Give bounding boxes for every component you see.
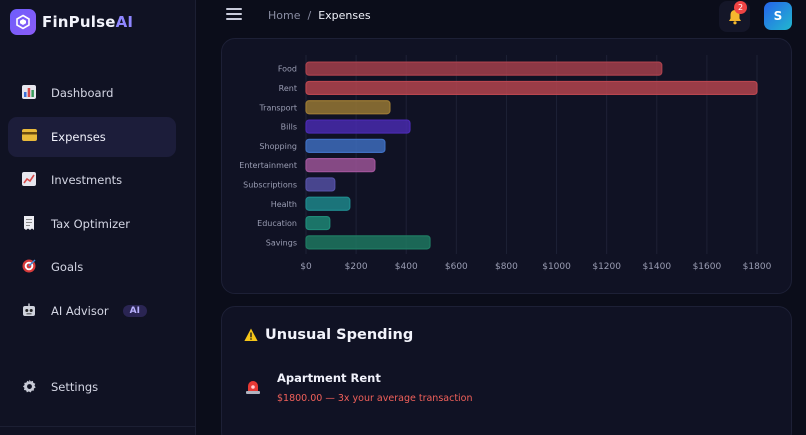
bar: [305, 80, 758, 96]
expenses-bar-chart: $0 $200 $400 $600 $800 $1000 $1200 $1400 $1600 $1…: [239, 55, 772, 272]
sidebar-item-tax-optimizer[interactable]: Tax Optimizer: [8, 204, 176, 244]
y-category-label: Food: [278, 65, 297, 74]
notification-badge: 2: [734, 1, 747, 14]
sidebar-item-label: Tax Optimizer: [51, 216, 130, 231]
sidebar-nav: Dashboard Expenses Investments Tax Optim…: [8, 73, 176, 335]
top-header: Home / Expenses 2 S: [196, 0, 806, 34]
y-category-label: Subscriptions: [243, 180, 297, 189]
bar: [305, 215, 331, 231]
sidebar-item-goals[interactable]: Goals: [8, 247, 176, 287]
x-tick-label: $400: [395, 262, 418, 272]
sidebar-item-label: Dashboard: [51, 86, 114, 100]
sidebar-item-ai-advisor[interactable]: AI Advisor AI: [8, 291, 176, 331]
y-category-label: Savings: [266, 238, 297, 247]
receipt-icon: [21, 215, 37, 232]
sidebar-item-expenses[interactable]: Expenses: [8, 116, 176, 157]
robot-icon: [21, 303, 37, 319]
sidebar-item-settings[interactable]: Settings: [21, 379, 98, 395]
alert-description: $1800.00 — 3x your average transaction: [277, 393, 473, 404]
sidebar-item-label: Expenses: [51, 129, 106, 144]
y-category-label: Shopping: [259, 142, 297, 151]
breadcrumb-current: Expenses: [318, 9, 371, 22]
y-category-label: Education: [257, 219, 297, 228]
bar: [305, 196, 351, 211]
warning-icon: [244, 328, 258, 341]
brand[interactable]: FinPulseAI: [10, 9, 133, 35]
sidebar-item-label: Goals: [51, 260, 84, 275]
sidebar-item-label: AI Advisor: [51, 303, 109, 318]
siren-icon: [246, 381, 260, 394]
y-category-label: Rent: [279, 84, 297, 93]
ai-badge: AI: [122, 304, 147, 317]
menu-icon[interactable]: [226, 8, 242, 22]
unusual-alert-item[interactable]: Apartment Rent $1800.00 — 3x your averag…: [244, 371, 473, 404]
bar: [305, 235, 431, 250]
logo-icon: [10, 9, 36, 35]
bar: [305, 177, 336, 192]
bar: [305, 119, 411, 134]
x-tick-label: $0: [300, 262, 312, 272]
x-tick-label: $1800: [743, 262, 772, 272]
sidebar-item-investments[interactable]: Investments: [8, 160, 176, 200]
x-tick-label: $200: [345, 262, 368, 272]
sidebar-footer: [0, 426, 196, 435]
bar: [305, 61, 663, 76]
y-category-label: Bills: [281, 123, 297, 132]
target-icon: [21, 259, 37, 275]
unusual-spending-card: Unusual Spending Apartment Rent $1800.00…: [221, 306, 792, 435]
x-tick-label: $1600: [693, 262, 722, 272]
sidebar: FinPulseAI Dashboard Expenses Investment…: [0, 0, 196, 435]
breadcrumb-separator: /: [307, 9, 312, 22]
notifications-button[interactable]: 2: [719, 1, 750, 32]
x-tick-label: $600: [445, 262, 468, 272]
y-category-label: Transport: [258, 103, 297, 112]
bar: [305, 100, 391, 115]
y-category-label: Health: [271, 200, 297, 209]
credit-card-icon: [21, 128, 37, 145]
bar: [305, 158, 376, 173]
breadcrumb-home[interactable]: Home: [268, 9, 301, 22]
settings-label: Settings: [51, 380, 99, 394]
x-tick-label: $1200: [592, 262, 621, 272]
bar: [305, 138, 386, 153]
breadcrumb: Home / Expenses: [268, 9, 371, 22]
alert-title: Apartment Rent: [277, 371, 381, 385]
x-tick-label: $800: [495, 262, 518, 272]
y-category-label: Entertainment: [239, 161, 297, 170]
bar-chart-icon: [21, 85, 37, 101]
brand-name: FinPulseAI: [42, 13, 134, 31]
sidebar-item-label: Investments: [51, 173, 123, 188]
x-tick-label: $1400: [642, 262, 671, 272]
expenses-chart-card: $0 $200 $400 $600 $800 $1000 $1200 $1400 $1600 $1…: [221, 38, 792, 294]
unusual-spending-title: Unusual Spending: [244, 327, 413, 343]
trend-up-icon: [21, 172, 37, 188]
sidebar-item-dashboard[interactable]: Dashboard: [8, 73, 176, 113]
gear-icon: [21, 379, 37, 395]
x-tick-label: $1000: [542, 262, 571, 272]
avatar[interactable]: S: [764, 2, 792, 30]
